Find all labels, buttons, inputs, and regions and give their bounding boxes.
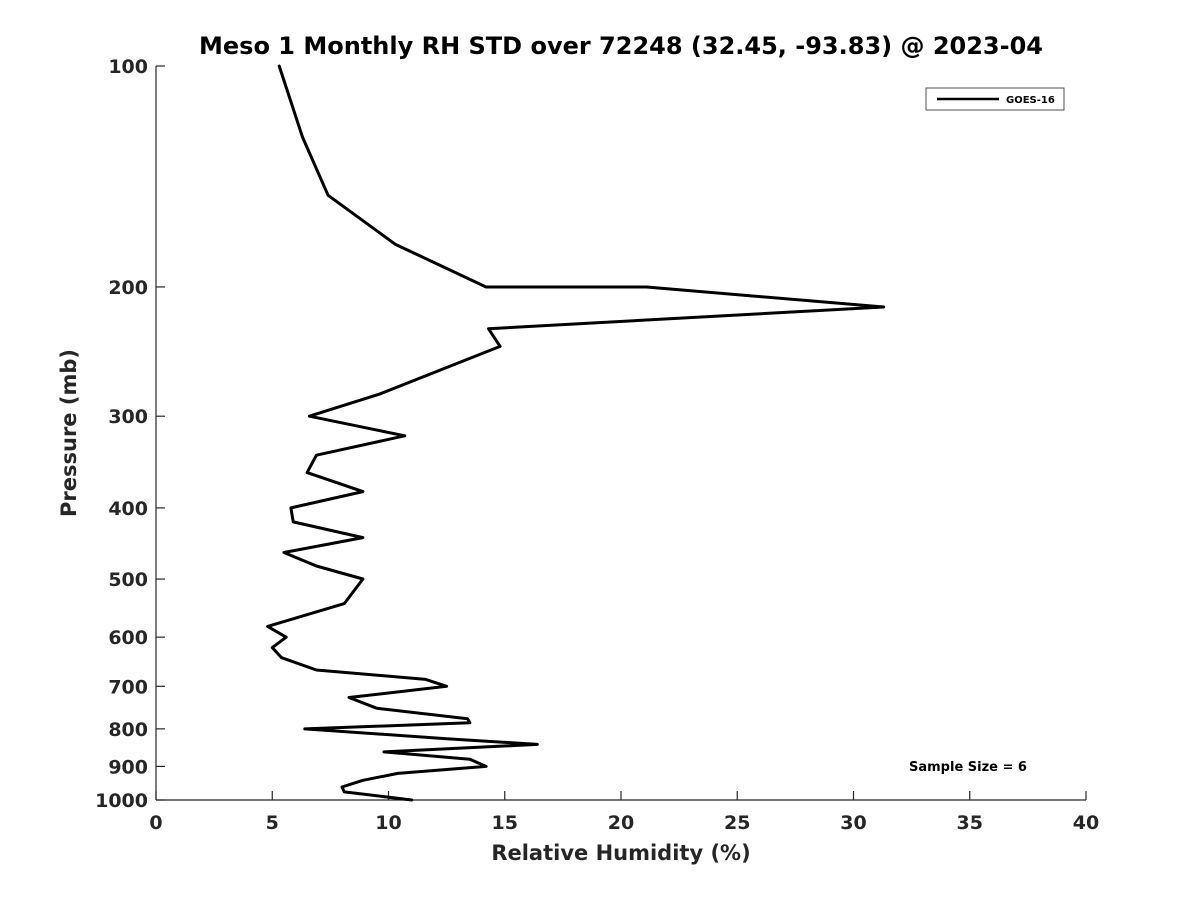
y-tick-label: 1000 bbox=[95, 790, 148, 812]
y-tick-label: 400 bbox=[108, 498, 148, 520]
y-tick-label: 500 bbox=[108, 569, 148, 591]
x-ticks: 0 5 10 15 20 25 30 35 40 bbox=[149, 791, 1099, 834]
y-tick-label: 800 bbox=[108, 719, 148, 741]
x-tick-label: 10 bbox=[375, 812, 401, 834]
y-axis-label: Pressure (mb) bbox=[57, 349, 81, 517]
y-tick-label: 100 bbox=[108, 56, 148, 78]
x-tick-label: 25 bbox=[724, 812, 750, 834]
series-layer bbox=[266, 64, 886, 802]
x-axis-label: Relative Humidity (%) bbox=[491, 841, 750, 865]
axes bbox=[155, 66, 1086, 801]
y-tick-label: 700 bbox=[108, 676, 148, 698]
legend-label: GOES-16 bbox=[1006, 95, 1055, 106]
x-tick-label: 15 bbox=[492, 812, 518, 834]
sample-size-annotation: Sample Size = 6 bbox=[909, 760, 1027, 775]
x-tick-label: 30 bbox=[840, 812, 866, 834]
legend: GOES-16 bbox=[925, 87, 1065, 111]
x-tick-label: 35 bbox=[957, 812, 983, 834]
x-tick-label: 0 bbox=[149, 812, 162, 834]
y-tick-label: 200 bbox=[108, 277, 148, 299]
y-tick-label: 900 bbox=[108, 756, 148, 778]
x-tick-label: 5 bbox=[266, 812, 279, 834]
x-tick-label: 20 bbox=[608, 812, 634, 834]
chart-title: Meso 1 Monthly RH STD over 72248 (32.45,… bbox=[199, 32, 1043, 60]
y-tick-label: 600 bbox=[108, 627, 148, 649]
x-tick-label: 40 bbox=[1073, 812, 1099, 834]
y-ticks: 100 200 300 400 500 600 700 800 900 1000 bbox=[95, 56, 165, 812]
y-tick-label: 300 bbox=[108, 406, 148, 428]
series-line-goes-16 bbox=[266, 64, 886, 802]
